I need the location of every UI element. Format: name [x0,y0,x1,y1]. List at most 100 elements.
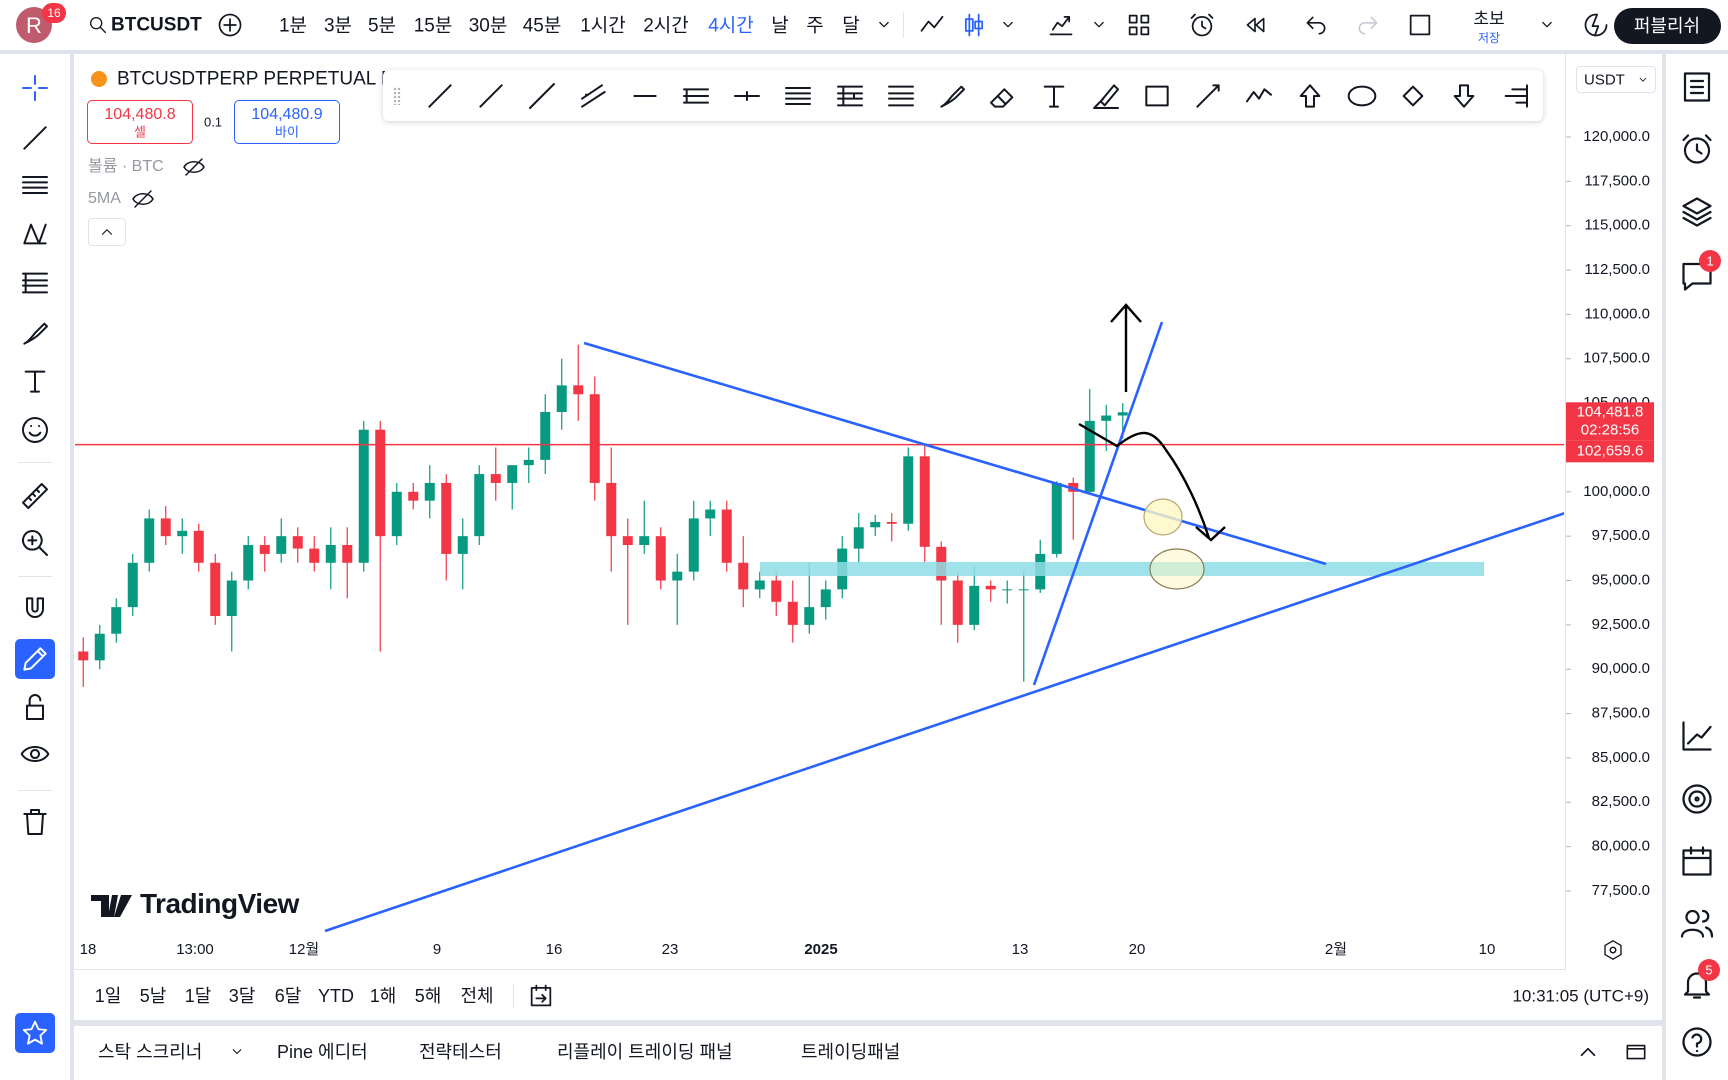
currency-dropdown[interactable] [1576,66,1656,93]
interval-menu[interactable] [874,15,894,35]
crosshair[interactable] [19,72,51,104]
zoom-tool[interactable] [19,527,51,559]
indicators[interactable] [1047,11,1075,39]
hide-tool[interactable] [19,738,51,770]
magnet-tool[interactable] [19,593,51,625]
object-tree[interactable] [1679,194,1715,230]
interval-button[interactable]: 45분 [522,15,562,37]
drawing-tool[interactable] [1448,80,1480,112]
bottom-tab[interactable]: 리플레이 트레이딩 패널 [557,1042,733,1062]
alert[interactable] [1188,11,1216,39]
undo[interactable] [1303,12,1329,38]
replay[interactable] [1242,12,1268,38]
drawing-tool[interactable] [782,80,814,112]
interval-button[interactable]: 5분 [367,15,397,37]
symbol[interactable]: BTCUSDT [111,14,202,36]
interval-button[interactable]: 주 [806,15,824,37]
drawing-tool[interactable] [475,80,507,112]
panel-maximize[interactable] [1623,1039,1649,1065]
drawing-tool[interactable] [1141,80,1173,112]
economic-calendar[interactable] [1679,843,1715,879]
bottom-tab[interactable]: 전략테스터 [419,1042,502,1062]
drawing-tool[interactable] [1243,80,1275,112]
interval-button[interactable]: 4시간 [708,15,754,37]
range-button[interactable]: 6달 [274,986,302,1006]
range-button[interactable]: 전체 [460,986,494,1006]
interval-button[interactable]: 1시간 [580,15,626,37]
compare-button[interactable] [216,11,244,39]
lines-tool[interactable] [19,169,51,201]
measure-tool[interactable] [19,480,51,512]
drawing-tool[interactable] [424,80,456,112]
legend-collapse-glyph[interactable] [98,223,116,241]
drawing-tool[interactable] [1397,80,1429,112]
quick-action[interactable] [1582,11,1610,39]
fullscreen[interactable] [1406,11,1434,39]
brush-tool[interactable] [19,317,51,349]
redo[interactable] [1355,12,1381,38]
panel-expand[interactable] [1575,1039,1601,1065]
interval-button[interactable]: 날 [771,15,789,37]
go-to-date[interactable] [527,982,555,1010]
emoji-tool[interactable] [19,414,51,446]
range-button[interactable]: 5해 [414,986,442,1006]
drawing-tool[interactable] [731,80,763,112]
volume-indicator[interactable]: 볼륨 · BTC [88,158,164,175]
fib-tool[interactable] [19,267,51,299]
range-button[interactable]: 1해 [369,986,397,1006]
stay-drawing-tool[interactable] [19,643,51,675]
clock[interactable]: 10:31:05 (UTC+9) [1512,986,1649,1006]
drawing-tool[interactable] [1192,80,1224,112]
buy-button[interactable] [234,100,340,144]
legend-collapse[interactable] [88,218,126,246]
interval-button[interactable]: 달 [842,15,860,37]
ma-indicator[interactable]: 5MA [88,190,121,207]
lock-tool[interactable] [19,691,51,723]
drawing-tool[interactable] [526,80,558,112]
drawing-tool[interactable] [1346,80,1378,112]
currency-chevron[interactable] [1636,73,1650,87]
range-button[interactable]: 3달 [228,986,256,1006]
symbol-title[interactable]: BTCUSDTPERP PERPETUAL M [117,68,397,90]
bottom-tab[interactable]: 트레이딩패널 [801,1042,901,1062]
time-axis-settings[interactable] [1602,939,1624,961]
alerts-panel[interactable] [1679,131,1715,167]
drawing-tool[interactable] [987,80,1019,112]
save-label[interactable]: 초보 [1473,9,1505,29]
drawing-tool[interactable] [885,80,917,112]
drawing-tool[interactable] [1038,80,1070,112]
help[interactable] [1679,1024,1715,1060]
text-tool[interactable] [19,365,51,397]
volume-hidden[interactable] [182,155,206,179]
symbol-search[interactable] [87,14,109,36]
interval-button[interactable]: 1분 [278,15,308,37]
calendar-panel[interactable] [1679,781,1715,817]
interval-button[interactable]: 15분 [413,15,453,37]
community[interactable] [1679,905,1715,941]
range-button[interactable]: 1달 [184,986,212,1006]
watchlist[interactable] [1679,69,1715,105]
drawing-tool[interactable] [578,80,610,112]
interval-button[interactable]: 2시간 [643,15,689,37]
drawing-tool[interactable] [1090,80,1122,112]
chart-type-menu[interactable] [998,15,1018,35]
range-button[interactable]: 5날 [139,986,167,1006]
chart-type-candle[interactable] [960,11,988,39]
range-button[interactable]: YTD [318,986,354,1006]
pitchfork-tool[interactable] [19,218,51,250]
ma-hidden[interactable] [131,187,155,211]
drawing-tool[interactable] [680,80,712,112]
favorites[interactable] [20,1018,50,1048]
chart-type-line[interactable] [918,11,946,39]
bottom-tab[interactable]: 스탁 스크리너 [98,1042,203,1062]
save-menu[interactable] [1537,15,1557,35]
screener-menu[interactable] [228,1043,246,1061]
remove-tool[interactable] [19,806,51,838]
interval-button[interactable]: 3분 [323,15,353,37]
range-button[interactable]: 1일 [94,986,122,1006]
drawing-tool[interactable] [1499,80,1531,112]
publish-button[interactable] [1614,8,1721,44]
trend-line-tool[interactable] [19,122,51,154]
sell-button[interactable] [87,100,193,144]
indicators-menu[interactable] [1089,15,1109,35]
